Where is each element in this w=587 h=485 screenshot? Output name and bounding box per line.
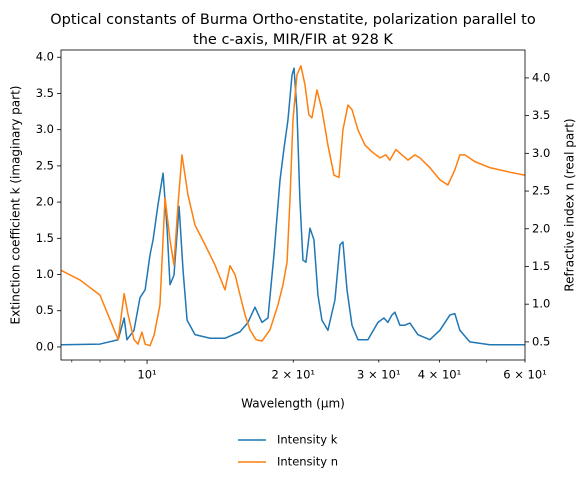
x-tick-label: 3 × 10¹ bbox=[357, 368, 401, 382]
x-axis-label: Wavelength (μm) bbox=[241, 397, 345, 411]
x-tick-label: 4 × 10¹ bbox=[418, 368, 462, 382]
y-tick-label: 2.0 bbox=[36, 195, 54, 209]
data-line bbox=[61, 65, 525, 347]
chart-title: Optical constants of Burma Ortho-enstati… bbox=[50, 12, 536, 28]
legend-label: Intensity n bbox=[277, 455, 338, 469]
legend-label: Intensity k bbox=[277, 433, 338, 447]
y2-tick-label: 4.0 bbox=[532, 70, 550, 84]
y2-tick-label: 1.0 bbox=[532, 297, 550, 311]
y-tick-label: 4.0 bbox=[36, 50, 54, 64]
x-tick-label: 6 × 10¹ bbox=[503, 368, 547, 382]
y-tick-label: 0.0 bbox=[36, 339, 54, 353]
y-tick-label: 2.5 bbox=[36, 158, 54, 172]
y2-tick-label: 2.5 bbox=[532, 184, 550, 198]
plot-lines bbox=[61, 65, 525, 347]
chart-title: the c-axis, MIR/FIR at 928 K bbox=[193, 32, 393, 48]
x-tick-label: 2 × 10¹ bbox=[272, 368, 316, 382]
y-tick-label: 3.0 bbox=[36, 122, 54, 136]
y-axis-label: Extinction coefficient k (imaginary part… bbox=[9, 86, 23, 325]
y-tick-label: 0.5 bbox=[36, 303, 54, 317]
y2-tick-label: 0.5 bbox=[532, 334, 550, 348]
y-tick-label: 3.5 bbox=[36, 86, 54, 100]
y2-tick-label: 2.0 bbox=[532, 221, 550, 235]
y-tick-label: 1.5 bbox=[36, 231, 54, 245]
y2-tick-label: 1.5 bbox=[532, 259, 550, 273]
y2-tick-label: 3.0 bbox=[532, 146, 550, 160]
x-tick-label: 10¹ bbox=[137, 368, 156, 382]
y2-tick-label: 3.5 bbox=[532, 108, 550, 122]
data-line bbox=[61, 67, 525, 346]
y2-axis-label: Refractive index n (real part) bbox=[563, 118, 577, 291]
y-tick-label: 1.0 bbox=[36, 267, 54, 281]
